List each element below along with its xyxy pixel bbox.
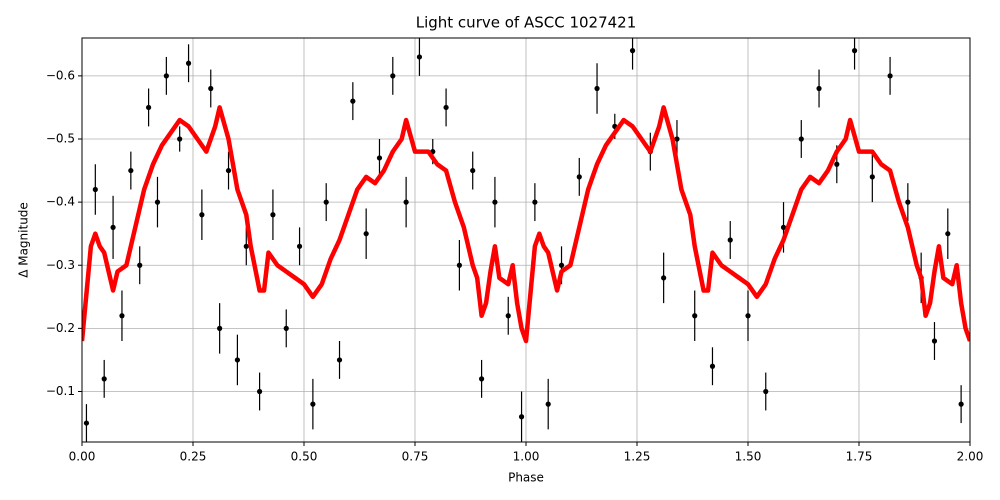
x-axis-label: Phase [508,471,544,485]
trend-line [82,105,970,344]
y-tick-label: −0.5 [46,132,75,146]
data-point [336,357,343,363]
x-tick-label: 1.75 [846,450,873,464]
data-point [709,363,716,369]
data-point [225,167,232,174]
x-tick-label: 0.00 [69,450,96,464]
data-point [851,48,858,54]
data-point [296,243,303,249]
data-point [443,104,449,111]
data-point [208,85,214,92]
data-point [416,54,423,60]
data-point [234,357,240,363]
data-point [128,167,134,174]
data-point [492,199,498,205]
data-point [692,313,698,319]
data-point [199,212,205,218]
data-point [576,174,582,180]
data-point [310,401,316,407]
y-tick-label: −0.4 [46,195,75,209]
data-point [931,338,938,344]
data-point [376,155,383,161]
data-point [177,136,183,142]
data-point [945,231,951,237]
data-point [629,48,636,54]
data-point [363,231,369,237]
data-point [532,199,538,205]
data-point [83,420,90,426]
x-tick-label: 2.00 [957,450,984,464]
data-point [217,325,223,331]
plot-area [82,38,970,442]
data-point [518,414,525,420]
data-point [283,325,289,331]
x-tick-label: 1.00 [513,450,540,464]
data-point [119,313,125,319]
data-point [558,262,565,268]
x-tick-label: 1.25 [624,450,651,464]
data-point [869,174,875,180]
data-point [798,136,804,142]
data-point [390,73,396,79]
data-point [594,85,600,92]
data-point [110,224,116,230]
data-point [745,313,751,319]
data-point [727,237,733,243]
data-point [834,161,840,167]
data-point [243,243,249,249]
x-tick-label: 1.50 [735,450,762,464]
data-point [674,136,680,142]
data-point [470,167,476,174]
data-point [905,199,911,205]
data-point [816,85,822,92]
data-point [350,98,356,104]
data-point [545,401,551,407]
data-point [146,104,152,111]
data-point [780,224,787,230]
y-tick-label: −0.6 [46,68,75,82]
data-point [505,313,511,319]
chart-title: Light curve of ASCC 1027421 [416,14,637,32]
y-axis-label: Δ Magnitude [17,202,31,278]
y-tick-label: −0.2 [46,321,75,335]
data-point [163,73,169,79]
data-point [887,73,893,79]
data-point [323,199,329,205]
x-tick-label: 0.50 [291,450,318,464]
data-point [479,376,485,382]
y-tick-label: −0.1 [46,384,75,398]
data-point [270,212,276,218]
data-point [101,376,107,382]
data-point [403,199,409,205]
data-point [92,186,98,193]
data-point [456,262,462,268]
data-point [185,60,192,66]
data-point [257,388,263,395]
y-tick-label: −0.3 [46,258,75,272]
data-point [154,199,161,205]
data-point [661,275,667,281]
grid [81,38,971,442]
x-tick-label: 0.75 [402,450,429,464]
x-tick-label: 0.25 [180,450,207,464]
ticks: 0.00 0.25 0.50 0.75 1.00 1.25 1.50 1.75 2.00 −0.1… [46,68,984,463]
data-point [137,262,143,268]
data-point [763,388,769,395]
data-point [958,401,964,407]
